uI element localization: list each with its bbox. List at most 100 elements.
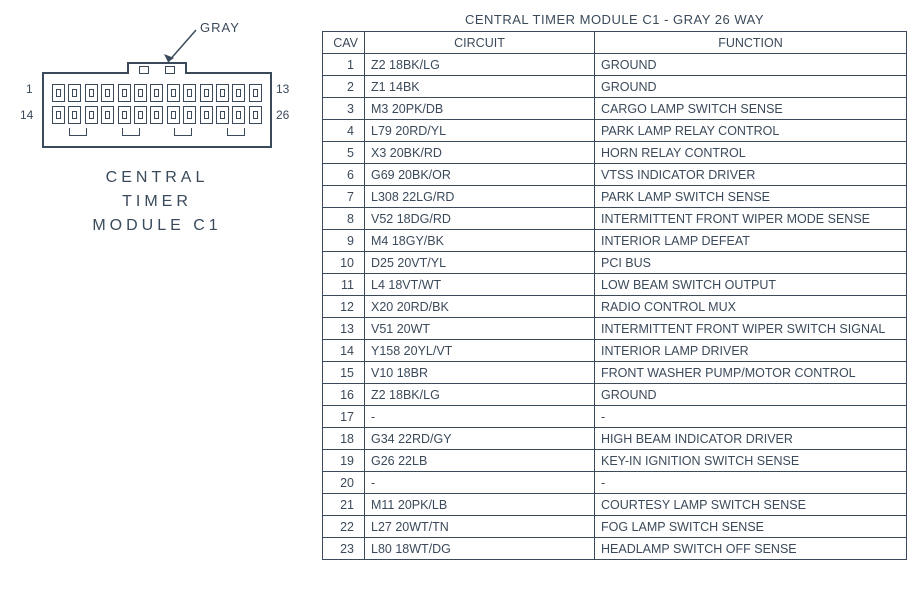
table-row: 22L27 20WT/TNFOG LAMP SWITCH SENSE bbox=[323, 516, 907, 538]
notch bbox=[227, 128, 245, 136]
cell-cav: 8 bbox=[323, 208, 365, 230]
pin-row-2 bbox=[52, 106, 262, 124]
table-row: 16Z2 18BK/LGGROUND bbox=[323, 384, 907, 406]
cell-cav: 10 bbox=[323, 252, 365, 274]
connector-pin bbox=[200, 84, 213, 102]
connector-pin bbox=[52, 84, 65, 102]
table-row: 19G26 22LBKEY-IN IGNITION SWITCH SENSE bbox=[323, 450, 907, 472]
connector-pin bbox=[85, 106, 98, 124]
cell-function: INTERIOR LAMP DEFEAT bbox=[595, 230, 907, 252]
table-row: 3M3 20PK/DBCARGO LAMP SWITCH SENSE bbox=[323, 98, 907, 120]
cell-circuit: L4 18VT/WT bbox=[365, 274, 595, 296]
connector-pin bbox=[167, 106, 180, 124]
table-row: 7L308 22LG/RDPARK LAMP SWITCH SENSE bbox=[323, 186, 907, 208]
cell-function: GROUND bbox=[595, 54, 907, 76]
cell-circuit: - bbox=[365, 406, 595, 428]
cell-function: KEY-IN IGNITION SWITCH SENSE bbox=[595, 450, 907, 472]
connector-pin bbox=[134, 106, 147, 124]
cell-function: VTSS INDICATOR DRIVER bbox=[595, 164, 907, 186]
connector-tab bbox=[127, 62, 187, 74]
cell-circuit: X20 20RD/BK bbox=[365, 296, 595, 318]
connector-pin bbox=[232, 84, 245, 102]
cell-function: PCI BUS bbox=[595, 252, 907, 274]
connector-outline bbox=[42, 72, 272, 148]
cell-circuit: V52 18DG/RD bbox=[365, 208, 595, 230]
cell-function: INTERIOR LAMP DRIVER bbox=[595, 340, 907, 362]
table-row: 18G34 22RD/GYHIGH BEAM INDICATOR DRIVER bbox=[323, 428, 907, 450]
cell-function: - bbox=[595, 406, 907, 428]
table-row: 4L79 20RD/YLPARK LAMP RELAY CONTROL bbox=[323, 120, 907, 142]
cell-function: GROUND bbox=[595, 384, 907, 406]
connector-pin bbox=[200, 106, 213, 124]
connector-pin bbox=[118, 84, 131, 102]
cell-circuit: L27 20WT/TN bbox=[365, 516, 595, 538]
cell-cav: 7 bbox=[323, 186, 365, 208]
connector-pin bbox=[134, 84, 147, 102]
cell-cav: 5 bbox=[323, 142, 365, 164]
connector-pin bbox=[183, 106, 196, 124]
cell-cav: 18 bbox=[323, 428, 365, 450]
connector-pin bbox=[85, 84, 98, 102]
pin-label-1: 1 bbox=[26, 82, 33, 96]
table-header-row: CAV CIRCUIT FUNCTION bbox=[323, 32, 907, 54]
cell-function: INTERMITTENT FRONT WIPER SWITCH SIGNAL bbox=[595, 318, 907, 340]
connector-pin bbox=[118, 106, 131, 124]
notch bbox=[122, 128, 140, 136]
cell-cav: 4 bbox=[323, 120, 365, 142]
cell-cav: 14 bbox=[323, 340, 365, 362]
cell-circuit: L308 22LG/RD bbox=[365, 186, 595, 208]
cell-circuit: G26 22LB bbox=[365, 450, 595, 472]
cell-function: - bbox=[595, 472, 907, 494]
pin-label-26: 26 bbox=[276, 108, 289, 122]
diagram-caption: CENTRAL TIMER MODULE C1 bbox=[12, 166, 302, 238]
cell-cav: 12 bbox=[323, 296, 365, 318]
header-cav: CAV bbox=[323, 32, 365, 54]
connector-pin bbox=[150, 84, 163, 102]
cell-cav: 16 bbox=[323, 384, 365, 406]
connector-pin bbox=[101, 84, 114, 102]
cell-circuit: V51 20WT bbox=[365, 318, 595, 340]
cell-circuit: Z2 18BK/LG bbox=[365, 54, 595, 76]
connector-pin bbox=[232, 106, 245, 124]
table-row: 11L4 18VT/WTLOW BEAM SWITCH OUTPUT bbox=[323, 274, 907, 296]
cell-function: HORN RELAY CONTROL bbox=[595, 142, 907, 164]
cell-circuit: X3 20BK/RD bbox=[365, 142, 595, 164]
pin-label-13: 13 bbox=[276, 82, 289, 96]
cell-circuit: L79 20RD/YL bbox=[365, 120, 595, 142]
header-circuit: CIRCUIT bbox=[365, 32, 595, 54]
cell-cav: 17 bbox=[323, 406, 365, 428]
cell-cav: 13 bbox=[323, 318, 365, 340]
table-row: 2Z1 14BKGROUND bbox=[323, 76, 907, 98]
cell-cav: 21 bbox=[323, 494, 365, 516]
cell-cav: 1 bbox=[323, 54, 365, 76]
cell-function: FOG LAMP SWITCH SENSE bbox=[595, 516, 907, 538]
cell-circuit: G69 20BK/OR bbox=[365, 164, 595, 186]
connector-pin bbox=[216, 106, 229, 124]
notch bbox=[69, 128, 87, 136]
cell-cav: 22 bbox=[323, 516, 365, 538]
cell-function: HIGH BEAM INDICATOR DRIVER bbox=[595, 428, 907, 450]
connector-diagram: GRAY 1 13 14 26 CENTRAL TI bbox=[12, 12, 302, 238]
connector-pin bbox=[183, 84, 196, 102]
cell-cav: 23 bbox=[323, 538, 365, 560]
table-row: 13V51 20WTINTERMITTENT FRONT WIPER SWITC… bbox=[323, 318, 907, 340]
cell-circuit: Y158 20YL/VT bbox=[365, 340, 595, 362]
table-section: CENTRAL TIMER MODULE C1 - GRAY 26 WAY CA… bbox=[322, 12, 907, 560]
cell-cav: 11 bbox=[323, 274, 365, 296]
header-function: FUNCTION bbox=[595, 32, 907, 54]
cell-circuit: M11 20PK/LB bbox=[365, 494, 595, 516]
table-row: 12X20 20RD/BKRADIO CONTROL MUX bbox=[323, 296, 907, 318]
table-row: 5X3 20BK/RDHORN RELAY CONTROL bbox=[323, 142, 907, 164]
caption-line-3: MODULE C1 bbox=[12, 214, 302, 238]
connector-pin bbox=[249, 106, 262, 124]
cell-function: LOW BEAM SWITCH OUTPUT bbox=[595, 274, 907, 296]
connector-pin bbox=[249, 84, 262, 102]
pinout-table: CAV CIRCUIT FUNCTION 1Z2 18BK/LGGROUND2Z… bbox=[322, 31, 907, 560]
cell-circuit: Z2 18BK/LG bbox=[365, 384, 595, 406]
pin-row-1 bbox=[52, 84, 262, 102]
cell-function: HEADLAMP SWITCH OFF SENSE bbox=[595, 538, 907, 560]
cell-function: PARK LAMP SWITCH SENSE bbox=[595, 186, 907, 208]
cell-circuit: D25 20VT/YL bbox=[365, 252, 595, 274]
cell-circuit: - bbox=[365, 472, 595, 494]
cell-function: COURTESY LAMP SWITCH SENSE bbox=[595, 494, 907, 516]
